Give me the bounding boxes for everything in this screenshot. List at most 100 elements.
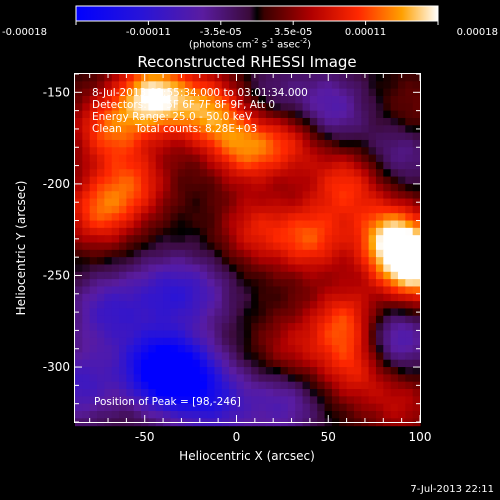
heatmap-cell (324, 154, 333, 163)
heatmap-cell (243, 74, 252, 82)
heatmap-cell (163, 308, 171, 317)
heatmap-cell (97, 154, 105, 163)
heatmap-cell (97, 242, 105, 251)
heatmap-cell (155, 147, 164, 156)
heatmap-cell (126, 396, 135, 405)
heatmap-cell (397, 88, 406, 97)
heatmap-cell (82, 315, 91, 324)
heatmap-cell (287, 345, 296, 353)
x-tick-label: 0 (233, 430, 241, 444)
heatmap-cell (251, 315, 260, 324)
heatmap-cell (405, 213, 414, 222)
heatmap-cell (214, 301, 223, 309)
heatmap-cell (97, 367, 105, 375)
heatmap-cell (89, 271, 98, 280)
heatmap-cell (111, 95, 120, 104)
heatmap-cell (302, 396, 311, 405)
heatmap-cell (199, 389, 208, 397)
heatmap-cell (214, 147, 223, 156)
heatmap-cell (148, 345, 157, 353)
heatmap-cell (302, 213, 311, 222)
heatmap-cell (405, 220, 414, 229)
heatmap-cell (221, 367, 230, 375)
heatmap-cell (199, 81, 208, 90)
heatmap-cell (287, 359, 296, 368)
heatmap-cell (405, 132, 414, 141)
heatmap-cell (89, 117, 98, 126)
heatmap-cell (199, 293, 208, 302)
heatmap-cell (287, 367, 296, 375)
heatmap-cell (185, 169, 193, 178)
heatmap-cell (295, 381, 304, 390)
heatmap-cell (309, 242, 318, 251)
heatmap-cell (82, 374, 91, 383)
heatmap-cell (163, 117, 171, 126)
heatmap-cell (229, 198, 237, 207)
heatmap-cell (82, 198, 91, 207)
heatmap-cell (280, 396, 289, 405)
heatmap-cell (251, 242, 260, 251)
heatmap-cell (295, 235, 304, 244)
heatmap-cell (368, 308, 377, 317)
heatmap-cell (287, 257, 296, 265)
heatmap-cell (177, 257, 186, 265)
heatmap-cell (111, 323, 120, 331)
heatmap-cell (170, 301, 179, 309)
heatmap-cell (405, 359, 414, 368)
heatmap-cell (185, 161, 193, 170)
heatmap-cell (97, 147, 105, 156)
heatmap-cell (265, 81, 274, 90)
heatmap-cell (243, 315, 252, 324)
heatmap-cell (353, 249, 362, 258)
heatmap-cell (111, 176, 120, 185)
heatmap-cell (163, 169, 171, 178)
heatmap-cell (163, 293, 171, 302)
heatmap-cell (309, 125, 318, 134)
heatmap-cell (126, 411, 135, 419)
heatmap-cell (317, 213, 326, 222)
heatmap-cell (126, 359, 135, 368)
heatmap-cell (170, 81, 179, 90)
heatmap-cell (412, 359, 421, 368)
heatmap-cell (89, 374, 98, 383)
heatmap-cell (89, 286, 98, 295)
heatmap-cell (295, 286, 304, 295)
heatmap-cell (155, 381, 164, 390)
heatmap-cell (317, 345, 326, 353)
heatmap-cell (295, 183, 304, 192)
heatmap-cell (177, 81, 186, 90)
heatmap-cell (170, 411, 179, 419)
heatmap-cell (324, 367, 333, 375)
heatmap-cell (243, 205, 252, 214)
heatmap-cell (82, 220, 91, 229)
heatmap-cell (148, 293, 157, 302)
heatmap-cell (185, 103, 193, 112)
heatmap-cell (331, 169, 340, 178)
heatmap-cell (309, 315, 318, 324)
heatmap-cell (236, 220, 245, 229)
heatmap-cell (397, 103, 406, 112)
heatmap-cell (375, 139, 384, 148)
heatmap-cell (309, 345, 318, 353)
heatmap-cell (353, 396, 362, 405)
heatmap-cell (89, 176, 98, 185)
heatmap-cell (141, 125, 149, 134)
heatmap-cell (126, 352, 135, 361)
heatmap-cell (155, 411, 164, 419)
heatmap-cell (214, 315, 223, 324)
heatmap-cell (104, 125, 113, 134)
heatmap-cell (126, 315, 135, 324)
heatmap-cell (119, 337, 127, 346)
heatmap-cell (405, 271, 414, 280)
heatmap-cell (163, 132, 171, 141)
heatmap-cell (221, 125, 230, 134)
x-tick-label: 50 (321, 430, 336, 444)
heatmap-cell (302, 132, 311, 141)
heatmap-cell (309, 205, 318, 214)
heatmap-cell (82, 191, 91, 200)
heatmap-cell (141, 367, 149, 375)
heatmap-cell (141, 110, 149, 119)
heatmap-cell (75, 81, 83, 90)
heatmap-cell (317, 183, 326, 192)
heatmap-cell (97, 169, 105, 178)
